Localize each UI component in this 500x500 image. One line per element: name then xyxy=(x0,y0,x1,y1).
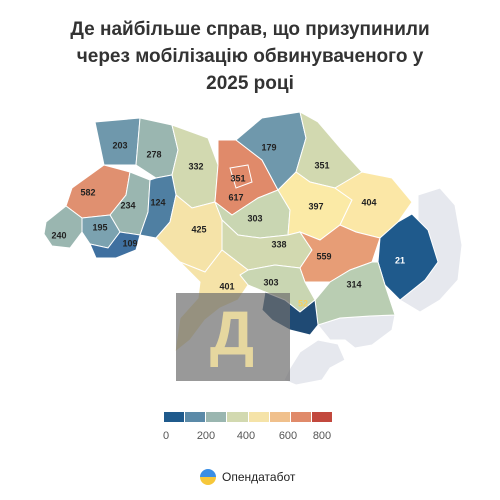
legend-swatch xyxy=(206,412,228,422)
value-label: 303 xyxy=(263,277,278,287)
value-label: 21 xyxy=(395,255,405,265)
legend-tick-label: 400 xyxy=(236,430,256,442)
value-label: 332 xyxy=(188,161,203,171)
legend-swatch xyxy=(227,412,249,422)
value-label: 338 xyxy=(271,239,286,249)
value-label: 351 xyxy=(314,160,329,170)
legend-swatch xyxy=(185,412,207,422)
value-label: 195 xyxy=(92,222,107,232)
legend-tick-label: 200 xyxy=(196,430,216,442)
value-label: 203 xyxy=(112,140,127,150)
value-label: 559 xyxy=(316,251,331,261)
value-label: 52 xyxy=(298,298,308,308)
region-sumy[interactable] xyxy=(295,111,363,189)
title-line-1: Де найбільше справ, що призупинили xyxy=(70,19,430,40)
brand-name: Опендатабот xyxy=(222,470,296,484)
legend-swatch xyxy=(269,412,291,422)
value-label: 234 xyxy=(120,200,135,210)
title-line-2: через мобілізацію обвинуваченого у xyxy=(76,46,424,67)
legend-swatch xyxy=(164,412,186,422)
chart-title: Де найбільше справ, що призупинили через… xyxy=(20,16,480,97)
value-label: 425 xyxy=(191,224,206,234)
value-label: 278 xyxy=(146,149,161,159)
legend-swatch xyxy=(290,412,312,422)
region-zakarpattia[interactable] xyxy=(43,205,83,249)
crimea xyxy=(283,339,346,386)
value-label: 124 xyxy=(150,197,165,207)
value-label: 397 xyxy=(308,201,323,211)
watermark-box xyxy=(176,293,290,381)
watermark-letter: Д xyxy=(210,299,254,368)
value-label: 179 xyxy=(261,142,276,152)
legend-tick-label: 0 xyxy=(162,430,170,442)
value-label: 314 xyxy=(346,279,361,289)
value-label: 582 xyxy=(80,187,95,197)
brand: Опендатабот xyxy=(200,469,295,485)
region-kyiv-city[interactable] xyxy=(229,164,253,189)
legend-swatch xyxy=(311,412,332,422)
legend-tick-label: 600 xyxy=(278,430,298,442)
value-label: 240 xyxy=(51,230,66,240)
region-chernivtsi[interactable] xyxy=(89,231,141,259)
value-label: 404 xyxy=(361,197,376,207)
value-label: 401 xyxy=(219,281,234,291)
value-label: 109 xyxy=(122,238,137,248)
color-legend xyxy=(164,412,332,422)
legend-tick-label: 800 xyxy=(312,430,332,442)
region-rivne[interactable] xyxy=(135,117,179,179)
value-label: 351 xyxy=(230,173,245,183)
legend-swatch xyxy=(248,412,270,422)
value-label: 303 xyxy=(247,213,262,223)
value-label: 617 xyxy=(228,192,243,202)
title-line-3: 2025 році xyxy=(206,73,294,94)
opendatabot-logo-icon xyxy=(200,469,216,485)
